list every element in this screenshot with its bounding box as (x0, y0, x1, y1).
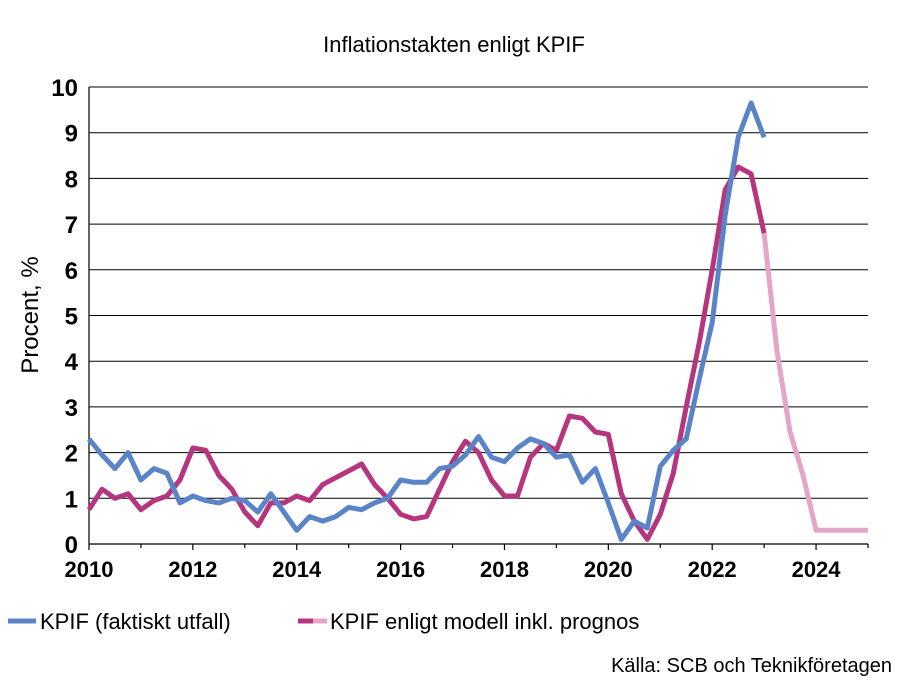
x-tick-label-2016: 2016 (376, 557, 425, 582)
y-tick-label-5: 5 (65, 304, 78, 331)
y-tick-label-1: 1 (65, 486, 78, 513)
x-tick-label-2020: 2020 (584, 557, 633, 582)
legend-label-kpif-actual: KPIF (faktiskt utfall) (40, 609, 231, 634)
y-tick-label-7: 7 (65, 212, 78, 239)
series-line-kpif-model (86, 164, 767, 542)
y-tick-label-6: 6 (65, 258, 78, 285)
y-tick-label-8: 8 (65, 166, 78, 193)
series-line-kpif-actual (87, 100, 767, 542)
x-tick-label-2018: 2018 (480, 557, 529, 582)
y-tick-label-0: 0 (65, 532, 78, 559)
legend-label-kpif-model: KPIF enligt modell inkl. prognos (330, 609, 639, 634)
x-tick-label-2022: 2022 (688, 557, 737, 582)
x-tick-label-2010: 2010 (65, 557, 114, 582)
gridlines (88, 86, 868, 545)
y-tick-label-3: 3 (65, 395, 78, 422)
chart-title: Inflationstakten enligt KPIF (323, 32, 585, 57)
y-tick-label-10: 10 (51, 75, 78, 102)
x-tick-label-2014: 2014 (272, 557, 322, 582)
source-note: Källa: SCB och Teknikföretagen (611, 655, 892, 677)
x-tick-label-2024: 2024 (792, 557, 842, 582)
y-axis-label: Procent, % (17, 256, 44, 373)
y-tick-labels: 0 1 2 3 4 5 6 7 8 9 10 (51, 75, 78, 559)
y-tick-label-9: 9 (65, 121, 78, 148)
series-line-kpif-forecast (761, 232, 868, 533)
series-lines (86, 100, 868, 542)
x-tick-labels: 2010 2012 2014 2016 2018 2020 2022 2024 (65, 544, 869, 582)
legend: KPIF (faktiskt utfall) KPIF enligt model… (8, 609, 639, 634)
x-tick-label-2012: 2012 (168, 557, 217, 582)
y-tick-label-2: 2 (65, 441, 78, 468)
y-tick-label-4: 4 (65, 349, 79, 376)
